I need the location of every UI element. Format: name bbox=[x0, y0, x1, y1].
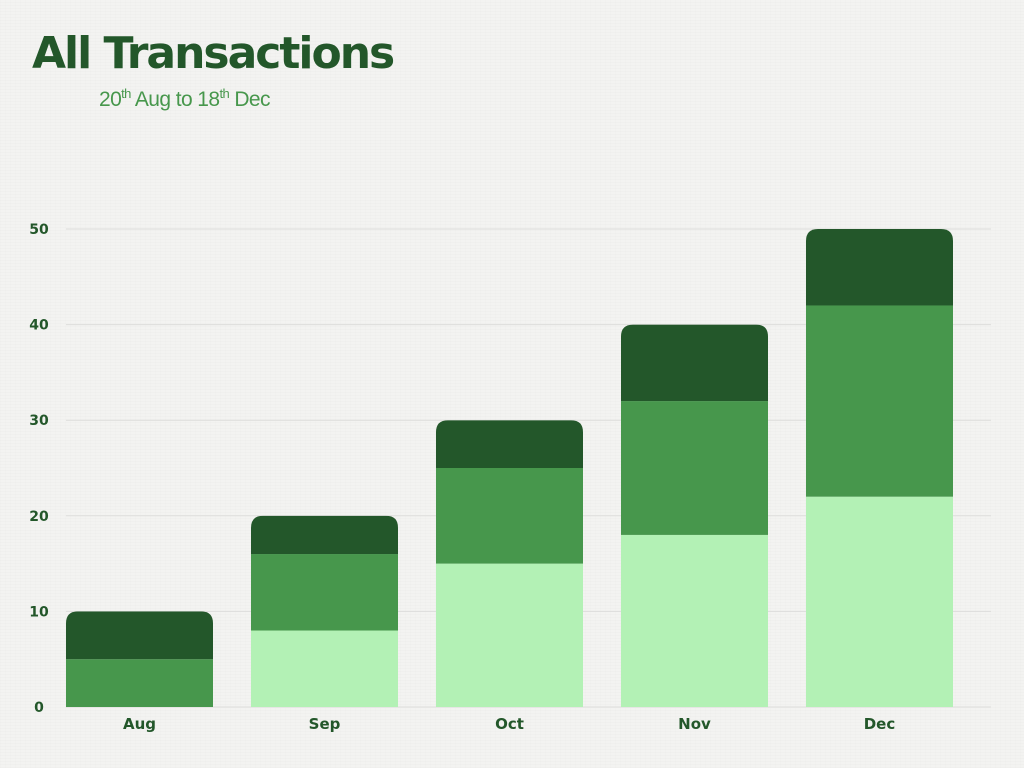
bar-stack-sep bbox=[251, 515, 398, 707]
bar-segment-oct-1 bbox=[436, 563, 583, 707]
bar-segment-sep-3 bbox=[251, 515, 398, 555]
bar-segment-sep-2 bbox=[251, 554, 398, 631]
bar-stack-nov bbox=[621, 324, 768, 707]
x-tick-label: Nov bbox=[678, 715, 711, 733]
bar-stack-aug bbox=[66, 611, 213, 707]
bar-segment-aug-3 bbox=[66, 611, 213, 660]
bar-segment-oct-2 bbox=[436, 468, 583, 564]
subtitle-end-month: Dec bbox=[229, 88, 270, 111]
page-title: All Transactions bbox=[32, 28, 395, 79]
bar-segment-oct-3 bbox=[436, 420, 583, 468]
y-tick-label: 0 bbox=[34, 700, 44, 716]
y-tick-label: 20 bbox=[29, 509, 49, 525]
subtitle-start-day: 20 bbox=[99, 88, 122, 111]
x-tick-label: Sep bbox=[309, 715, 341, 733]
bar-segment-dec-2 bbox=[806, 305, 953, 497]
subtitle-end-suffix: th bbox=[219, 86, 230, 101]
y-tick-label: 50 bbox=[29, 222, 49, 238]
bar-stack-dec bbox=[806, 229, 953, 707]
bar-segment-aug-2 bbox=[66, 659, 213, 707]
bar-segment-dec-3 bbox=[806, 229, 953, 306]
bar-segment-nov-1 bbox=[621, 534, 768, 707]
y-tick-label: 10 bbox=[29, 604, 49, 620]
y-tick-label: 40 bbox=[29, 318, 49, 334]
bar-stack-oct bbox=[436, 420, 583, 707]
y-tick-label: 30 bbox=[29, 413, 49, 429]
subtitle-end-day: 18 bbox=[197, 88, 220, 111]
x-tick-label: Aug bbox=[123, 715, 156, 733]
x-tick-label: Dec bbox=[864, 715, 896, 733]
subtitle-start-suffix: th bbox=[121, 86, 131, 101]
x-tick-label: Oct bbox=[495, 715, 524, 733]
bar-segment-nov-3 bbox=[621, 324, 768, 402]
bar-segment-sep-1 bbox=[251, 630, 398, 707]
subtitle-start-month: Aug to bbox=[130, 88, 198, 111]
page-subtitle: 20th Aug to 18th Dec bbox=[99, 86, 270, 112]
bar-segment-dec-1 bbox=[806, 496, 953, 707]
bar-segment-nov-2 bbox=[621, 401, 768, 535]
